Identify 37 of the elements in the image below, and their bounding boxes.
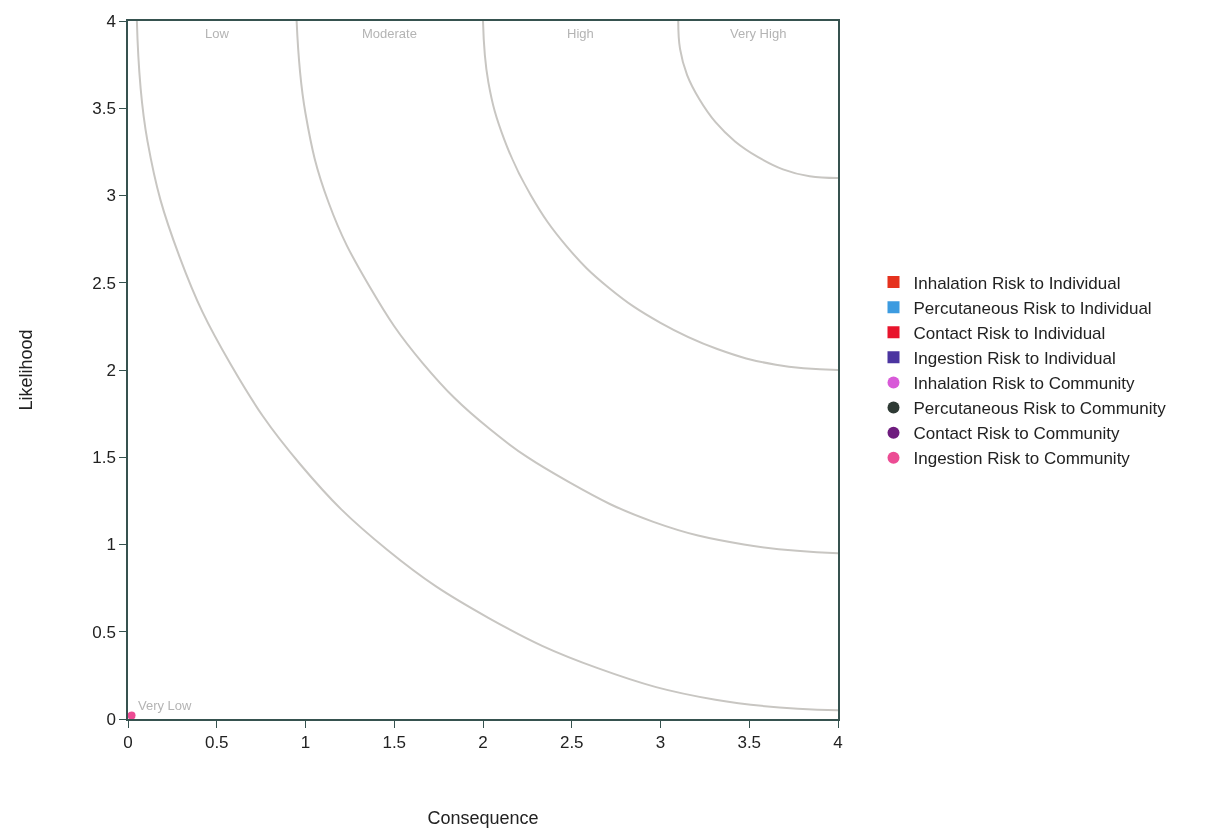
x-tick-label: 2.5 [559, 733, 584, 753]
y-tick-label: 2.5 [92, 273, 116, 293]
x-tick-label: 4 [833, 733, 843, 753]
legend-label: Contact Risk to Individual [913, 323, 1106, 343]
annotation: Very Low [138, 698, 193, 713]
annotation: Low [205, 26, 230, 41]
line-series [482, 21, 838, 371]
y-tick-label: 4 [106, 11, 116, 31]
legend-label: Percutaneous Risk to Individual [913, 298, 1152, 318]
line-series [677, 21, 838, 180]
legend-label: Contact Risk to Community [913, 424, 1120, 444]
y-axis-title: Likelihood [15, 329, 36, 411]
line-series [295, 21, 838, 555]
legend-label: Percutaneous Risk to Community [913, 399, 1167, 419]
x-tick-label: 2 [478, 733, 488, 753]
x-axis-title: Consequence [427, 807, 539, 828]
x-tick-label: 0.5 [204, 733, 229, 753]
x-tick-label: 1 [300, 733, 311, 753]
annotation: Moderate [362, 26, 417, 41]
y-tick-label: 3.5 [92, 99, 116, 119]
annotation: Very High [730, 26, 787, 41]
legend-label: Ingestion Risk to Community [913, 449, 1131, 469]
line-series [135, 21, 838, 712]
y-tick-label: 0.5 [92, 622, 116, 642]
legend-label: Ingestion Risk to Individual [913, 348, 1116, 368]
x-tick-label: 1.5 [382, 733, 407, 753]
x-tick-label: 0 [123, 733, 133, 753]
x-tick-label: 3 [655, 733, 666, 753]
legend-label: Inhalation Risk to Community [913, 374, 1136, 394]
x-tick-label: 3.5 [737, 733, 762, 753]
y-tick-label: 3 [106, 186, 116, 206]
legend-label: Inhalation Risk to Individual [913, 273, 1121, 293]
annotation: High [567, 26, 594, 41]
y-tick-label: 1.5 [92, 448, 116, 468]
y-tick-label: 2 [106, 360, 116, 380]
y-tick-label: 0 [106, 709, 116, 729]
y-tick-label: 1 [106, 535, 116, 555]
